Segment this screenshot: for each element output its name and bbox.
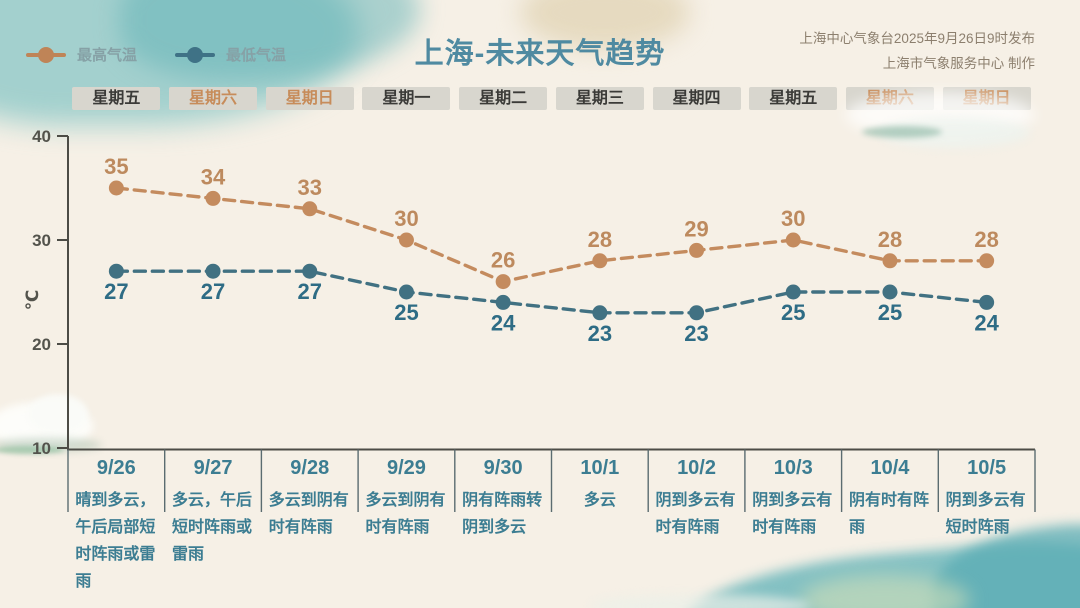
weather-description: 阴到多云有时有阵雨 [752, 492, 833, 536]
value-label: 26 [491, 248, 515, 273]
weekday-chip-6: 星期四 [652, 87, 741, 110]
weekday-chip-5: 星期三 [555, 87, 644, 110]
date-label: 10/4 [870, 457, 910, 479]
value-label: 34 [201, 164, 226, 189]
data-point [302, 263, 318, 279]
data-point [108, 263, 124, 279]
data-point [785, 232, 801, 248]
max-temp-marker-icon [26, 46, 66, 63]
value-label: 28 [588, 227, 612, 252]
weather-description: 阴有阵雨转阴到多云 [462, 492, 543, 536]
y-tick-label: 10 [32, 439, 51, 458]
date-label: 9/29 [386, 457, 426, 479]
legend-item-min: 最低气温 [175, 44, 286, 65]
y-axis-unit-label: ℃ [23, 290, 42, 311]
data-point [882, 284, 898, 300]
date-label: 9/26 [96, 457, 136, 479]
data-point [592, 305, 608, 321]
weather-description: 阴到多云有时有阵雨 [655, 492, 736, 536]
value-label: 25 [781, 300, 805, 325]
date-label: 9/30 [483, 457, 523, 479]
weather-description: 多云到阴有时有阵雨 [365, 492, 446, 536]
legend-label-min: 最低气温 [226, 47, 287, 64]
value-label: 27 [298, 279, 322, 304]
legend-label-max: 最高气温 [77, 47, 138, 64]
date-label: 9/27 [193, 457, 233, 479]
data-point [205, 190, 221, 206]
data-point [108, 180, 124, 196]
data-point [592, 253, 608, 269]
date-label: 10/3 [773, 457, 813, 479]
value-label: 24 [974, 310, 999, 335]
data-point [398, 284, 414, 300]
chart-legend: 最高气温 最低气温 [26, 44, 286, 65]
weekday-chip-7: 星期五 [749, 87, 838, 110]
weekday-chip-4: 星期二 [459, 87, 548, 110]
weather-description: 多云 [583, 492, 616, 509]
data-point [785, 284, 801, 300]
data-point [205, 263, 221, 279]
data-point [689, 305, 705, 321]
legend-item-max: 最高气温 [26, 44, 137, 65]
value-label: 25 [394, 300, 418, 325]
attribution-line2: 上海市气象服务中心 制作 [882, 56, 1035, 71]
weather-description: 阴到多云有短时阵雨 [945, 492, 1026, 536]
date-label: 9/28 [290, 457, 330, 479]
weekday-chip-3: 星期一 [362, 87, 451, 110]
data-point [398, 232, 414, 248]
value-label: 30 [781, 206, 805, 231]
y-tick-label: 40 [32, 127, 51, 146]
y-tick-label: 30 [32, 231, 51, 250]
value-label: 23 [684, 321, 708, 346]
data-point [979, 253, 995, 269]
data-point [495, 274, 511, 290]
value-label: 25 [878, 300, 902, 325]
value-label: 27 [104, 279, 128, 304]
date-row: 9/26 9/27 9/28 9/29 9/30 10/1 10/2 10/3 … [68, 457, 1035, 480]
value-label: 27 [201, 279, 225, 304]
data-point [495, 294, 511, 310]
value-label: 24 [491, 310, 516, 335]
value-label: 33 [298, 175, 322, 200]
series-line [114, 186, 989, 284]
weather-description: 多云，午后短时阵雨或雷雨 [172, 492, 253, 563]
weather-description: 晴到多云，午后局部短时阵雨或雷雨 [75, 492, 156, 590]
weather-description: 阴有时有阵雨 [848, 492, 929, 536]
value-label: 30 [394, 206, 418, 231]
data-point [302, 201, 318, 217]
weather-description: 多云到阴有时有阵雨 [268, 492, 349, 536]
series-line [114, 269, 989, 315]
date-label: 10/2 [677, 457, 716, 479]
date-label: 10/1 [580, 457, 620, 479]
value-label: 28 [878, 227, 902, 252]
date-label: 10/5 [967, 457, 1007, 479]
value-label: 29 [684, 216, 708, 241]
y-tick-label: 20 [32, 335, 51, 354]
attribution-line1: 上海中心气象台2025年9月26日9时发布 [799, 31, 1035, 46]
value-label: 23 [588, 321, 612, 346]
attribution: 上海中心气象台2025年9月26日9时发布 上海市气象服务中心 制作 [799, 26, 1035, 76]
data-point [689, 242, 705, 258]
min-temp-marker-icon [175, 46, 216, 63]
value-label: 35 [104, 154, 128, 179]
data-point [979, 294, 995, 310]
value-label: 28 [974, 227, 998, 252]
data-point [882, 253, 898, 269]
description-row: 晴到多云，午后局部短时阵雨或雷雨 多云，午后短时阵雨或雷雨 多云到阴有时有阵雨 … [68, 487, 1035, 595]
